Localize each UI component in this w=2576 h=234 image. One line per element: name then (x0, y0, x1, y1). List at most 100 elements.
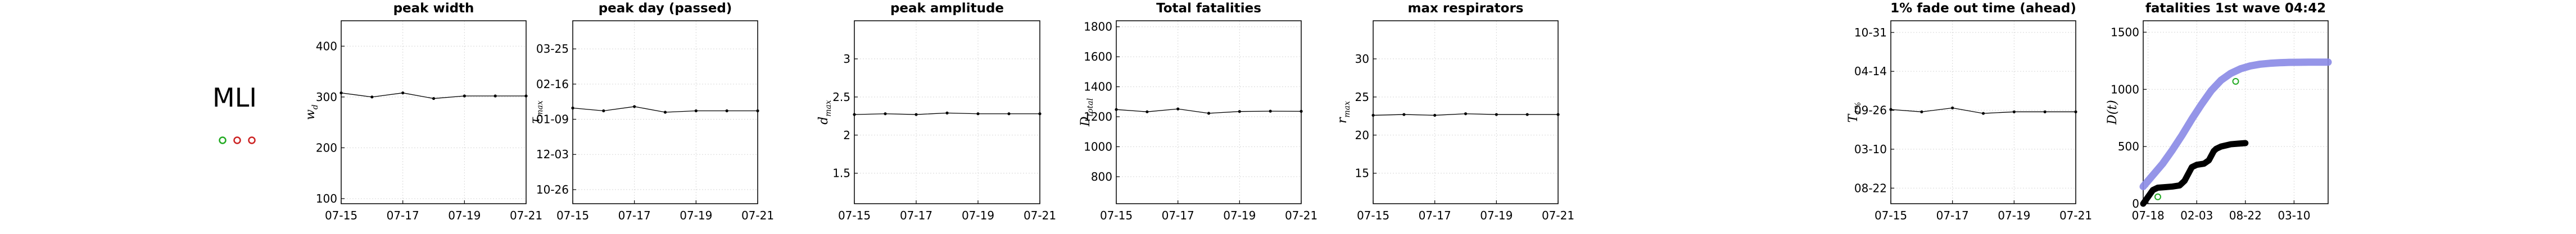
series-thick-line (2140, 140, 2249, 207)
y-axis-label: dmax (817, 100, 833, 125)
x-tick-label: 07-19 (448, 209, 481, 222)
y-tick-label: 3 (843, 52, 850, 66)
data-point (1981, 112, 1985, 115)
x-tick-label: 07-17 (1419, 209, 1451, 222)
y-tick-label: 1600 (1084, 50, 1112, 63)
x-tick-label: 07-15 (325, 209, 357, 222)
data-point (1176, 107, 1180, 111)
y-tick-label: 1.5 (832, 167, 850, 180)
y-tick-label: 100 (316, 192, 337, 205)
panel-peak-amplitude: peak amplitude 1.5 2 2.5 3 07-15 07-17 07-19 07-… (817, 1, 1056, 222)
panel-total-fatalities: Total fatalities 800 1000 1200 1400 1600 1800 0… (1079, 1, 1318, 222)
y-tick-label: 1500 (2111, 25, 2139, 39)
x-tick-label: 07-15 (1100, 209, 1133, 222)
data-point (663, 111, 667, 114)
data-point (884, 112, 887, 116)
y-tick-label: 03-25 (536, 42, 569, 56)
y-tick-label: 01-09 (536, 113, 569, 126)
x-tick-label: 07-19 (1223, 209, 1256, 222)
data-point (1951, 106, 1954, 109)
x-tick-label: 07-21 (2059, 209, 2092, 222)
y-tick-label: 04-14 (1854, 65, 1887, 78)
chart-title: peak day (passed) (599, 1, 732, 16)
x-tick-label: 07-17 (618, 209, 651, 222)
x-tick-label: 07-21 (510, 209, 542, 222)
x-tick-label: 07-15 (1357, 209, 1389, 222)
data-point (463, 94, 466, 98)
chart-title: fatalities 1st wave 04:42 (2145, 1, 2326, 16)
y-axis-label: D(t) (2106, 100, 2120, 125)
y-axis-label: Dtotal (1079, 98, 1095, 127)
data-point (1433, 113, 1437, 117)
chart-title: max respirators (1407, 1, 1523, 16)
x-tick-label: 07-15 (556, 209, 589, 222)
data-point (914, 113, 918, 116)
x-tick-label: 07-21 (741, 209, 774, 222)
axes-frame (341, 20, 527, 204)
y-tick-label: 09-26 (1854, 104, 1887, 117)
data-point (756, 109, 759, 113)
data-point (1300, 109, 1303, 113)
y-tick-label: 10-31 (1854, 26, 1887, 39)
data-point (1464, 112, 1468, 116)
grid-lines (2143, 21, 2328, 204)
y-axis-label-sub: max (1343, 101, 1352, 118)
x-tick-label: 03-10 (2278, 209, 2310, 222)
legend-marker-3 (248, 136, 256, 144)
x-tick-label: 07-15 (838, 209, 871, 222)
data-point (2074, 110, 2077, 113)
data-point (633, 105, 636, 108)
data-point (1269, 109, 1272, 113)
x-tick-label: 07-17 (387, 209, 419, 222)
y-tick-label: 10-26 (536, 183, 569, 196)
grid-lines (1373, 21, 1559, 204)
data-point (1889, 108, 1893, 111)
data-point (432, 97, 436, 100)
grid-lines (341, 21, 527, 204)
legend-marker-1 (219, 136, 227, 144)
y-tick-label: 500 (2118, 140, 2139, 153)
data-point (1556, 113, 1560, 116)
data-point (1007, 112, 1011, 116)
x-tick-label: 07-17 (1162, 209, 1194, 222)
y-axis-label: rmax (1335, 101, 1352, 123)
x-tick-label: 07-19 (1998, 209, 2030, 222)
x-tick-label: 07-21 (1285, 209, 1318, 222)
y-axis-label-main: D (1079, 116, 1093, 127)
data-point (2043, 110, 2047, 113)
y-tick-label: 800 (1091, 170, 1112, 183)
data-point (339, 91, 343, 95)
x-tick-label: 07-21 (1024, 209, 1056, 222)
y-axis-label: wd (304, 104, 320, 120)
y-tick-label: 08-22 (1854, 181, 1887, 195)
y-tick-label: 1800 (1084, 20, 1112, 34)
y-tick-label: 1200 (1084, 110, 1112, 123)
marker-point (2154, 193, 2161, 200)
data-point (602, 109, 605, 113)
x-tick-label: 02-03 (2180, 209, 2213, 222)
y-tick-label: 300 (316, 90, 337, 104)
y-tick-label: 400 (316, 39, 337, 53)
panel-fade-out-time: 1% fade out time (ahead) 08-22 03-10 09-26 0… (1846, 1, 2092, 222)
y-axis-label-sub: max (536, 100, 545, 117)
data-point (1115, 108, 1118, 111)
y-axis-label: T1% (1846, 102, 1863, 123)
data-point (853, 113, 856, 116)
y-tick-label: 25 (1355, 90, 1369, 104)
data-point (524, 94, 528, 98)
chart-title: 1% fade out time (ahead) (1890, 1, 2076, 16)
data-point (1495, 113, 1498, 116)
x-tick-label: 07-17 (1936, 209, 1969, 222)
data-point (571, 106, 574, 110)
data-point (494, 94, 497, 98)
axes-frame (1373, 20, 1559, 204)
data-point (2012, 110, 2016, 113)
axes-frame (2143, 20, 2329, 204)
data-point (1238, 110, 1241, 113)
marker-point (2232, 77, 2239, 85)
panel-peak-width: peak width 100 200 300 400 07-15 07-17 07-19 07-… (304, 1, 542, 222)
y-tick-label: 0 (2132, 197, 2139, 210)
y-tick-label: 200 (316, 141, 337, 154)
chart-title: peak width (393, 1, 474, 16)
